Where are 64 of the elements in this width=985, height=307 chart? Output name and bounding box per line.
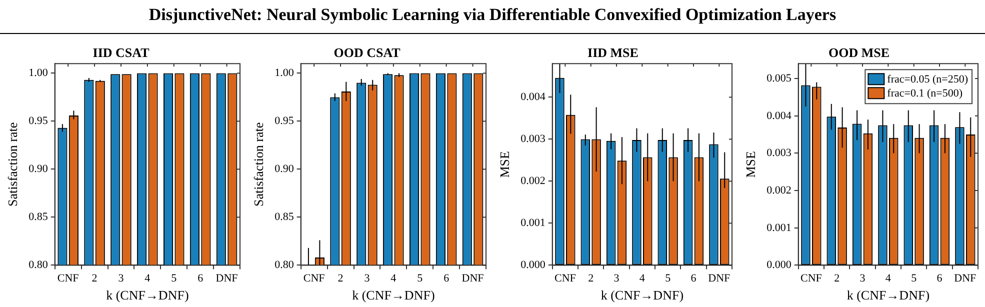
y-tick-label: 0.001 — [766, 222, 792, 234]
y-tick-label: 0.001 — [520, 217, 546, 230]
y-tick-label: 0.95 — [28, 115, 48, 128]
legend-label: frac=0.05 (n=250) — [887, 73, 968, 86]
y-tick-label: 0.000 — [520, 259, 546, 272]
x-tick-label: CNF — [554, 272, 576, 285]
x-tick-label: 5 — [417, 272, 424, 285]
y-tick-label: 0.002 — [766, 184, 792, 196]
y-tick-label: 0.90 — [274, 163, 294, 176]
x-tick-label: 5 — [911, 272, 918, 285]
x-tick-label: 3 — [614, 272, 620, 285]
chart-title: OOD CSAT — [334, 45, 401, 60]
chart-title: IID MSE — [588, 45, 638, 60]
x-axis-title: k (CNF→DNF) — [600, 288, 684, 303]
x-tick-label: 6 — [936, 272, 943, 285]
x-tick-label: DNF — [708, 272, 730, 285]
x-tick-label: 4 — [885, 272, 892, 285]
y-tick-label: 0.95 — [274, 115, 294, 128]
x-axis-title: k (CNF→DNF) — [846, 288, 930, 303]
x-tick-label: 2 — [834, 272, 840, 285]
x-tick-label: 3 — [364, 272, 370, 285]
x-tick-label: DNF — [954, 272, 976, 285]
x-tick-label: 6 — [444, 272, 450, 285]
x-tick-label: 6 — [690, 272, 697, 285]
x-axis-title: k (CNF→DNF) — [352, 288, 435, 303]
x-tick-label: DNF — [216, 272, 238, 285]
x-tick-label: 4 — [390, 272, 397, 285]
y-tick-label: 0.005 — [766, 72, 792, 84]
x-tick-label: CNF — [800, 272, 822, 285]
legend-label: frac=0.1 (n=500) — [887, 87, 963, 100]
x-tick-label: 2 — [338, 272, 344, 285]
y-axis-title: MSE — [497, 150, 512, 178]
x-tick-label: DNF — [462, 272, 484, 285]
y-tick-label: 0.003 — [766, 147, 792, 160]
y-axis-title: Satisfaction rate — [5, 122, 20, 206]
x-tick-label: 5 — [171, 272, 178, 285]
y-tick-label: 1.00 — [28, 67, 48, 80]
x-tick-label: 4 — [639, 272, 646, 285]
y-axis-title: MSE — [743, 150, 758, 178]
y-tick-label: 0.003 — [520, 133, 546, 146]
y-tick-label: 0.80 — [274, 259, 294, 272]
y-tick-label: 0.80 — [28, 259, 48, 272]
y-tick-label: 0.90 — [28, 163, 48, 176]
x-axis-title: k (CNF→DNF) — [106, 288, 189, 303]
chart-title: IID CSAT — [92, 45, 150, 60]
chart-title: OOD MSE — [828, 45, 890, 60]
y-tick-label: 0.85 — [274, 211, 294, 224]
x-tick-label: 5 — [665, 272, 672, 285]
x-tick-label: 2 — [588, 272, 594, 285]
y-tick-label: 0.004 — [520, 91, 546, 104]
y-tick-label: 1.00 — [274, 67, 294, 80]
x-tick-label: 3 — [860, 272, 866, 285]
y-tick-label: 0.85 — [28, 211, 48, 224]
y-axis-title: Satisfaction rate — [251, 122, 266, 206]
x-tick-label: CNF — [57, 272, 79, 285]
y-tick-label: 0.004 — [766, 110, 792, 122]
x-tick-label: 6 — [198, 272, 204, 285]
x-tick-label: 3 — [118, 272, 124, 285]
x-tick-label: 4 — [144, 272, 151, 285]
text: DisjunctiveNet: Neural Symbolic Learning via Differentiable Convexified Optimization Layers — [0, 0, 985, 34]
y-tick-label: 0.000 — [766, 259, 792, 272]
x-tick-label: 2 — [92, 272, 98, 285]
x-tick-label: CNF — [303, 272, 325, 285]
y-tick-label: 0.002 — [520, 175, 546, 188]
